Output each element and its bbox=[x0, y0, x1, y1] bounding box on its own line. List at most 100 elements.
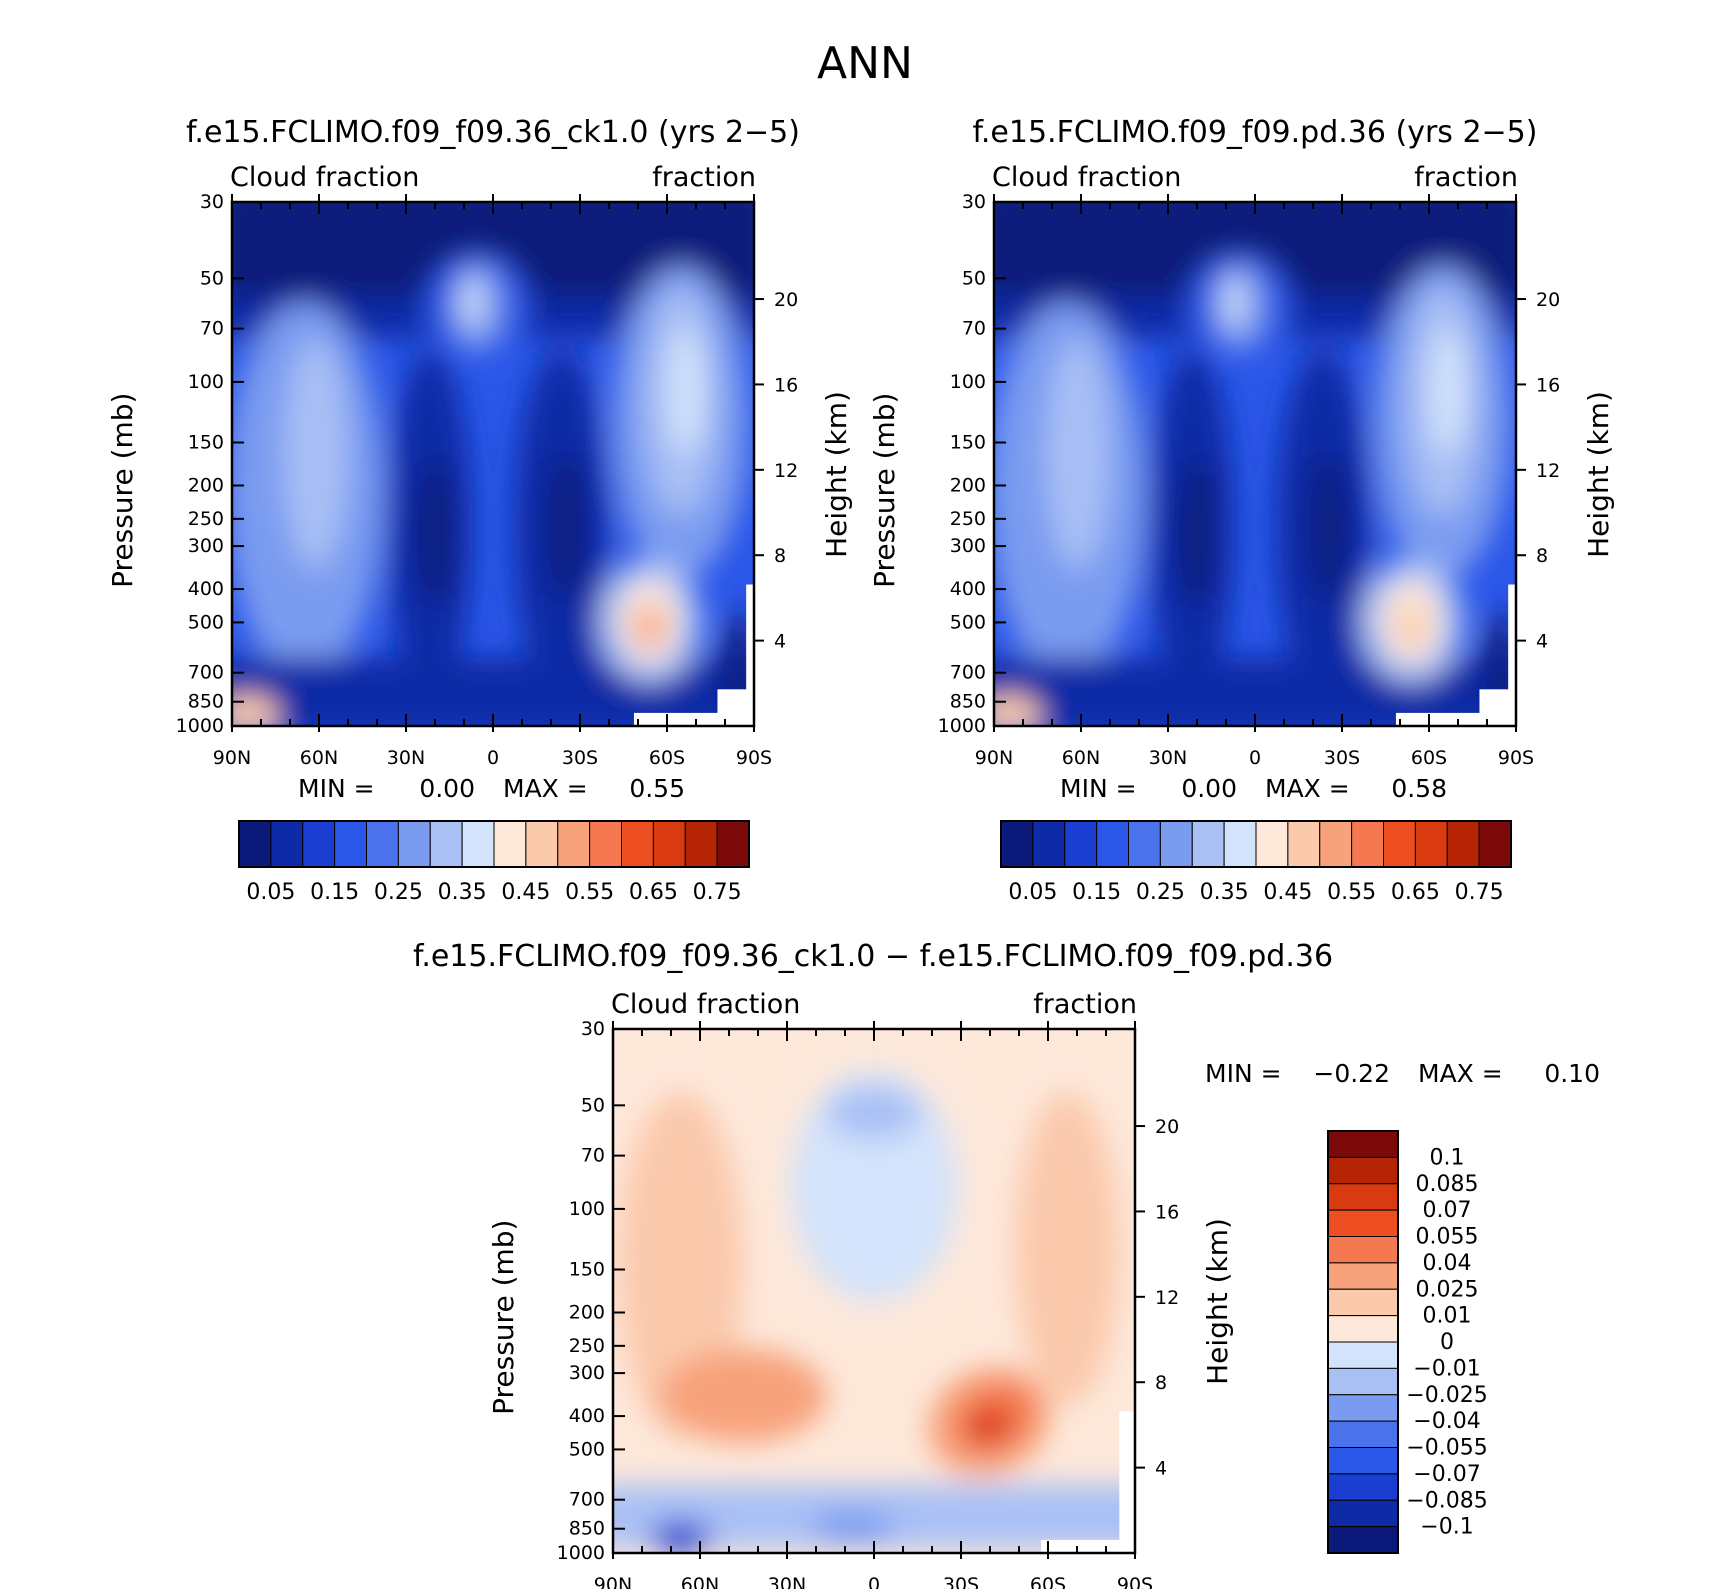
colorbar-swatch bbox=[1327, 1156, 1399, 1185]
panel-diff-left-label: Cloud fraction bbox=[611, 989, 800, 1020]
y-tick-label: 30 bbox=[581, 1018, 605, 1040]
x-tick-label: 60S bbox=[649, 747, 685, 769]
y2-tick-label: 16 bbox=[1536, 374, 1560, 396]
colorbar-swatch bbox=[1327, 1499, 1399, 1528]
field-sc-core bbox=[1395, 605, 1428, 648]
field-arctic-negative bbox=[649, 1521, 713, 1553]
colorbar-label: 0.55 bbox=[1327, 880, 1376, 905]
x-tick-label: 30S bbox=[562, 747, 598, 769]
panel-ctrl-left-label: Cloud fraction bbox=[992, 162, 1181, 193]
colorbar-swatch bbox=[1327, 1262, 1399, 1290]
panel-ctrl-right-label: fraction bbox=[1414, 162, 1518, 193]
colorbar-swatch bbox=[589, 820, 622, 868]
panel-diff-title: f.e15.FCLIMO.f09_f09.36_ck1.0 − f.e15.FC… bbox=[413, 939, 1333, 974]
colorbar-swatch bbox=[1064, 820, 1098, 868]
colorbar-label: 0.25 bbox=[374, 880, 423, 905]
y-tick-label: 500 bbox=[188, 611, 224, 633]
y-tick-label: 400 bbox=[188, 578, 224, 600]
colorbar-label: −0.085 bbox=[1406, 1488, 1487, 1513]
field-topo-mask bbox=[1041, 1539, 1135, 1553]
field-arctic-low bbox=[232, 694, 279, 726]
colorbar-label: 0.65 bbox=[1391, 880, 1440, 905]
x-tick-label: 90S bbox=[1498, 747, 1534, 769]
y-tick-label: 700 bbox=[569, 1489, 605, 1511]
colorbar-label: 0.75 bbox=[693, 880, 742, 905]
colorbar-swatch bbox=[1319, 820, 1353, 868]
colorbar-label: 0.055 bbox=[1416, 1225, 1479, 1250]
y2-tick-label: 4 bbox=[774, 631, 786, 653]
y2-axis-title: Height (km) bbox=[820, 391, 853, 558]
colorbar-label: 0.15 bbox=[310, 880, 359, 905]
x-tick-label: 90N bbox=[213, 747, 251, 769]
y-tick-label: 300 bbox=[950, 535, 986, 557]
panel-test-colorbar: 0.05 0.15 0.25 0.35 0.45 0.55 0.65 0.75 bbox=[238, 820, 750, 905]
colorbar-swatch bbox=[1159, 820, 1193, 868]
panel-diff-min-value: −0.22 bbox=[1313, 1059, 1390, 1088]
y-tick-label: 400 bbox=[950, 578, 986, 600]
field-nh-low-positive bbox=[659, 1348, 828, 1443]
panel-diff-max-label: MAX = bbox=[1418, 1059, 1503, 1088]
colorbar-label: −0.07 bbox=[1413, 1462, 1480, 1487]
colorbar-swatch bbox=[366, 820, 399, 868]
field-nh-core bbox=[1046, 338, 1109, 569]
x-tick-label: 60N bbox=[1062, 747, 1100, 769]
field-sh-peak bbox=[667, 327, 705, 454]
y2-tick-label: 12 bbox=[774, 460, 798, 482]
colorbar-swatch bbox=[1327, 1209, 1399, 1237]
field-topo-mask-3 bbox=[1508, 584, 1516, 716]
y-tick-label: 200 bbox=[950, 474, 986, 496]
x-tick-label: 60N bbox=[300, 747, 338, 769]
field-soft-layer bbox=[613, 1070, 1135, 1553]
panel-test-max-label: MAX = bbox=[503, 774, 588, 803]
y-tick-label: 400 bbox=[569, 1405, 605, 1427]
panel-ctrl-colorbar: 0.05 0.15 0.25 0.35 0.45 0.55 0.65 0.75 bbox=[1000, 820, 1512, 905]
x-tick-label: 30S bbox=[943, 1574, 979, 1589]
colorbar-frame bbox=[1000, 820, 1512, 868]
panel-diff-min-label: MIN = bbox=[1205, 1059, 1282, 1088]
colorbar-label: 0.15 bbox=[1072, 880, 1121, 905]
colorbar-swatch bbox=[1223, 820, 1257, 868]
panel-ctrl-max-label: MAX = bbox=[1265, 774, 1350, 803]
x-tick-label: 30S bbox=[1324, 747, 1360, 769]
colorbar-label: 0.025 bbox=[1416, 1277, 1479, 1302]
field-nh-core bbox=[284, 338, 347, 569]
field-topo-mask-2 bbox=[1119, 1411, 1135, 1543]
panel-test-min-value: 0.00 bbox=[419, 774, 475, 803]
colorbar-swatch bbox=[1327, 1367, 1399, 1396]
panel-diff-max-value: 0.10 bbox=[1544, 1059, 1600, 1088]
colorbar-label: 0.45 bbox=[501, 880, 550, 905]
colorbar-label: −0.1 bbox=[1420, 1515, 1473, 1540]
x-tick-label: 30N bbox=[1149, 747, 1187, 769]
colorbar-swatch bbox=[1327, 1315, 1399, 1343]
colorbar-frame bbox=[238, 820, 750, 868]
colorbar-swatch bbox=[684, 820, 718, 868]
y-tick-label: 300 bbox=[188, 535, 224, 557]
colorbar-swatch bbox=[493, 820, 527, 868]
colorbar-label: 0.75 bbox=[1455, 880, 1504, 905]
colorbar-swatch bbox=[1096, 820, 1129, 868]
field-antarctic bbox=[722, 610, 754, 716]
x-tick-label: 90S bbox=[736, 747, 772, 769]
colorbar-label: −0.025 bbox=[1406, 1383, 1487, 1408]
y-axis-title: Pressure (mb) bbox=[487, 1220, 520, 1415]
y-tick-label: 1000 bbox=[938, 715, 986, 737]
colorbar-swatch bbox=[302, 820, 336, 868]
field-antarctic bbox=[1484, 610, 1516, 716]
field-nh-positive bbox=[618, 1091, 744, 1438]
x-tick-label: 0 bbox=[868, 1574, 880, 1589]
colorbar-swatch bbox=[557, 820, 591, 868]
field-trop-anvil-core bbox=[461, 275, 483, 328]
y2-tick-label: 8 bbox=[774, 545, 786, 567]
colorbar-label: 0.07 bbox=[1423, 1198, 1472, 1223]
panel-ctrl-contour-field bbox=[994, 202, 1516, 726]
colorbar-swatch bbox=[397, 820, 431, 868]
field-soft-layer bbox=[994, 202, 1516, 726]
y-tick-label: 70 bbox=[962, 318, 986, 340]
y-tick-label: 1000 bbox=[176, 715, 224, 737]
y-tick-label: 1000 bbox=[557, 1542, 605, 1564]
colorbar-frame bbox=[1327, 1130, 1399, 1554]
y-tick-label: 50 bbox=[200, 267, 224, 289]
y2-tick-label: 8 bbox=[1536, 545, 1548, 567]
